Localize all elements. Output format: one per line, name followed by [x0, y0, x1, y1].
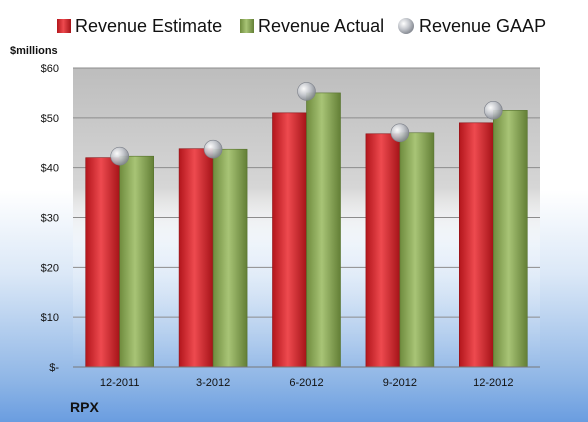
legend-item-estimate: Revenue Estimate	[57, 16, 222, 36]
legend-swatch-actual	[240, 19, 254, 33]
point-revenue-gaap	[110, 146, 129, 166]
point-revenue-gaap	[297, 82, 316, 101]
y-tick-label: $40	[41, 163, 59, 175]
y-tick-label: $-	[49, 362, 59, 374]
gaap-points	[110, 82, 503, 166]
legend-marker-gaap	[398, 18, 414, 34]
ticker-label: RPX	[70, 399, 99, 415]
y-tick-label: $10	[41, 312, 59, 324]
y-tick-label: $60	[41, 63, 59, 75]
y-tick-label: $30	[41, 213, 59, 225]
bar-revenue-actual	[306, 92, 341, 368]
y-unit-label: $millions	[10, 45, 58, 57]
legend-item-gaap: Revenue GAAP	[398, 16, 546, 36]
legend-swatch-estimate	[57, 19, 71, 33]
legend-label-estimate: Revenue Estimate	[75, 16, 222, 36]
legend-label-actual: Revenue Actual	[258, 16, 384, 36]
bar-revenue-actual	[212, 148, 248, 368]
bar-revenue-estimate	[365, 133, 401, 368]
x-tick-label: 9-2012	[383, 377, 417, 389]
bar-revenue-estimate	[458, 122, 494, 368]
x-tick-label: 6-2012	[289, 377, 323, 389]
y-tick-label: $50	[41, 113, 59, 125]
x-tick-label: 12-2012	[473, 377, 513, 389]
point-revenue-gaap	[203, 139, 223, 159]
legend-item-actual: Revenue Actual	[240, 16, 384, 36]
legend: Revenue Estimate Revenue Actual Revenue …	[57, 16, 546, 36]
bars	[85, 92, 528, 368]
x-tick-label: 12-2011	[100, 377, 140, 389]
bar-revenue-estimate	[85, 157, 120, 368]
y-tick-label: $20	[41, 262, 59, 274]
x-tick-label: 3-2012	[196, 377, 230, 389]
bar-revenue-actual	[399, 132, 435, 368]
bar-revenue-estimate	[272, 112, 307, 368]
bar-revenue-estimate	[178, 148, 214, 368]
point-revenue-gaap	[390, 123, 410, 143]
point-revenue-gaap	[483, 101, 503, 120]
legend-label-gaap: Revenue GAAP	[419, 16, 546, 36]
x-axis-ticks: 12-2011 3-2012 6-2012 9-2012 12-2012	[100, 377, 514, 389]
bar-revenue-actual	[492, 110, 528, 368]
y-axis-ticks: $- $10 $20 $30 $40 $50 $60	[41, 63, 60, 374]
bar-revenue-actual	[119, 155, 154, 368]
